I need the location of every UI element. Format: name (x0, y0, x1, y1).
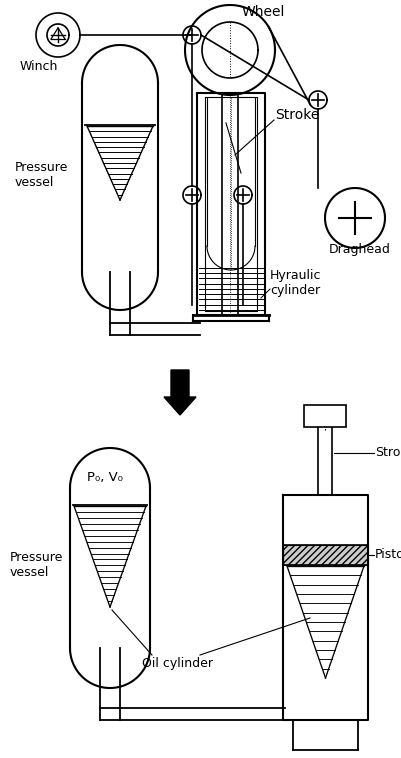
Text: Stroke: Stroke (274, 108, 318, 122)
Text: Oil cylinder: Oil cylinder (142, 656, 213, 669)
Text: Pressure
vessel: Pressure vessel (10, 551, 63, 579)
Text: Draghead: Draghead (328, 243, 390, 256)
Bar (304, 405, 346, 427)
Text: Hyraulic
cylinder: Hyraulic cylinder (269, 269, 321, 297)
Text: -: - (229, 316, 233, 326)
Text: Pressure
vessel: Pressure vessel (15, 161, 68, 189)
Text: Wheel: Wheel (241, 5, 285, 19)
FancyArrow shape (164, 370, 196, 415)
Text: P₀, V₀: P₀, V₀ (87, 471, 123, 484)
Bar (282, 545, 367, 565)
Text: Stroke: Stroke (374, 446, 401, 459)
Text: Piston: Piston (374, 549, 401, 562)
Text: Winch: Winch (20, 60, 58, 73)
